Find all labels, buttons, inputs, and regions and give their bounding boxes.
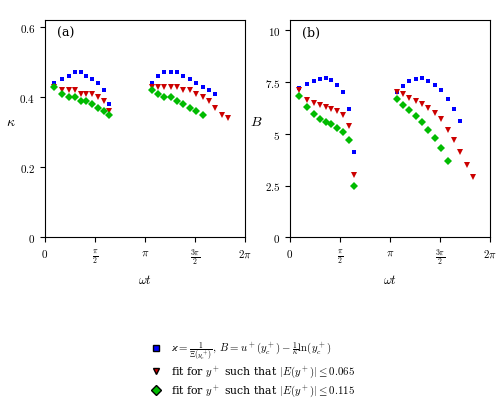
Y-axis label: $B$: $B$ [250, 115, 262, 129]
X-axis label: $\omega t$: $\omega t$ [138, 273, 152, 286]
Text: (a): (a) [57, 27, 74, 40]
Legend: $\varkappa = \frac{1}{\Xi(y_c^+)},\;B = u^+(y_c^+) - \frac{1}{\kappa}\ln(y_c^+)$: $\varkappa = \frac{1}{\Xi(y_c^+)},\;B = … [144, 339, 356, 401]
X-axis label: $\omega t$: $\omega t$ [383, 273, 397, 286]
Text: (b): (b) [302, 27, 320, 40]
Y-axis label: $\kappa$: $\kappa$ [6, 115, 16, 129]
